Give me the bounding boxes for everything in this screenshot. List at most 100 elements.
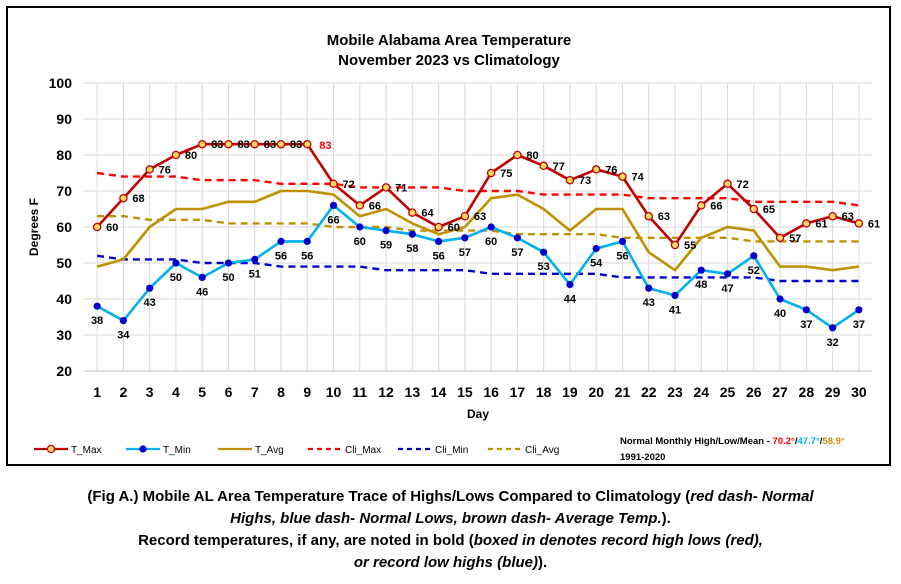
t-min-data-label: 48 [695,279,707,291]
legend-label: Cli_Avg [525,445,559,456]
series-line-cli-min [96,254,859,283]
legend-label: T_Max [71,445,102,456]
t-min-point [382,227,390,235]
t-min-point [723,270,732,278]
t-max-data-label: 73 [579,175,591,187]
t-max-data-label: 63 [474,211,486,223]
t-max-data-label: 63 [842,211,854,223]
t-min-point [329,201,338,209]
t-max-data-label: 71 [395,182,407,194]
t-max-data-label: 72 [737,179,749,191]
t-min-point [93,302,101,310]
t-min-point [303,237,311,245]
caption-text: ). [538,554,548,571]
x-tick-label: 5 [198,384,206,400]
t-max-point [171,150,181,160]
t-max-data-label: 64 [421,208,434,220]
t-max-data-label: 83 [211,139,223,151]
t-min-point [855,306,863,314]
x-tick-label: 3 [146,384,154,400]
x-tick-label: 16 [483,384,499,400]
t-max-data-label: 63 [658,211,670,223]
y-tick-label: 60 [56,219,72,235]
t-min-point [697,266,705,274]
normals-part: Normal Monthly High/Low/Mean - [620,436,773,447]
t-max-point [224,139,233,149]
t-min-data-label: 34 [117,330,130,342]
x-tick-label: 15 [457,384,473,400]
t-min-point [172,259,180,267]
series-lines [96,142,860,330]
t-min-data-label: 53 [538,261,550,273]
t-min-point [829,324,837,332]
normals-period: 1991-2020 [620,452,665,463]
t-min-data-label: 51 [249,268,261,280]
normals-part: / [795,436,798,447]
legend-marker [46,444,56,454]
y-tick-label: 50 [56,255,72,271]
chart-title-line-2: November 2023 vs Climatology [338,52,560,69]
y-tick-label: 70 [56,183,72,199]
x-tick-label: 26 [746,384,762,400]
y-tick-label: 80 [56,147,72,163]
t-min-point [408,230,416,238]
t-max-point [303,139,312,149]
normals-part: 58.9° [822,436,844,447]
legend-label: T_Avg [255,445,284,456]
t-min-point [618,237,627,245]
legend: T_Max T_Min T_Avg Cli_Max Cli_Min Cli_Avg Norm… [34,436,845,463]
t-min-data-label: 50 [170,272,182,284]
x-tick-label: 1 [93,384,101,400]
t-max-point [460,211,470,221]
t-max-point [513,150,522,160]
t-max-data-label: 66 [369,200,381,212]
t-min-data-label: 32 [826,337,838,349]
t-min-data-label: 54 [590,258,603,270]
t-min-data-label: 43 [144,297,156,309]
t-min-data-label: 38 [91,315,103,327]
normals-part: 47.7° [797,436,819,447]
x-tick-label: 8 [277,384,285,400]
t-max-data-label: 77 [553,161,565,173]
t-max-data-label: 72 [343,179,355,191]
caption-italic: Highs, blue dash- Normal Lows, brown das… [230,510,662,527]
t-min-point [251,255,259,263]
t-max-point [618,172,627,181]
t-min-data-label: 58 [406,243,418,255]
caption-text: Record temperatures, if any, are noted i… [138,532,474,549]
t-min-point [198,273,206,281]
t-max-data-label: 61 [815,218,827,230]
t-min-point [435,237,443,245]
t-max-point [381,183,391,192]
t-max-point [434,222,443,232]
series-line-t-min [96,204,860,330]
t-min-data-label: 56 [616,250,628,262]
t-min-data-label: 60 [485,236,497,248]
t-max-point [145,165,154,174]
x-tick-label: 6 [225,384,233,400]
grid [84,82,872,372]
series-line-t-max [96,142,860,247]
t-min-point [671,291,679,299]
t-max-point [250,139,259,149]
t-max-point [539,161,548,171]
x-tick-label: 10 [326,384,342,400]
t-min-data-label: 43 [643,297,655,309]
t-max-data-label: 75 [500,168,512,180]
t-max-point [854,219,864,228]
x-tick-label: 11 [352,384,367,400]
t-min-data-label: 40 [774,308,786,320]
t-max-data-label: 55 [684,240,696,252]
normals-part: / [820,436,823,447]
t-max-point [775,233,785,243]
t-max-point [565,175,575,185]
x-tick-label: 27 [772,384,788,400]
t-min-point [540,248,548,256]
t-max-point [802,219,811,228]
caption-italic: or record low highs (blue) [353,554,538,571]
y-tick-label: 20 [56,363,72,379]
t-max-data-label: 60 [448,222,460,234]
legend-label: T_Min [163,445,191,456]
caption-line-2: Highs, blue dash- Normal Lows, brown das… [0,508,901,530]
